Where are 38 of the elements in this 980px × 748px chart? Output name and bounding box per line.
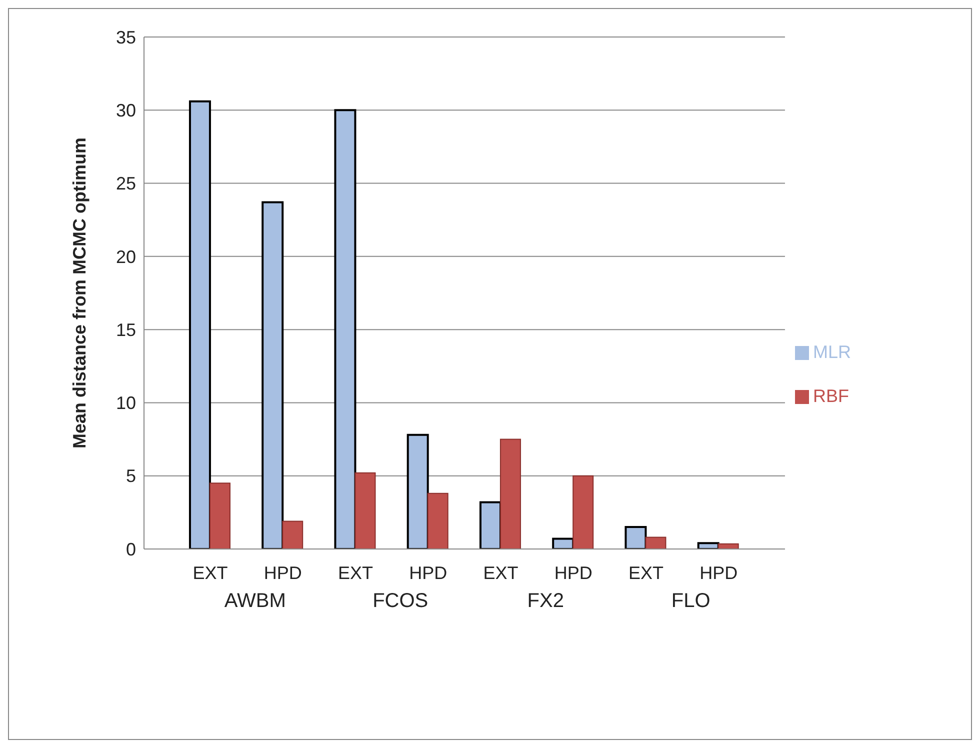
x-tick-label: EXT (192, 563, 228, 583)
bar (572, 475, 594, 549)
bar (209, 482, 230, 549)
y-tick-label: 20 (116, 246, 136, 267)
y-axis-title: Mean distance from MCMC optimum (69, 137, 90, 449)
x-tick-label: HPD (409, 563, 448, 583)
text: AWBM (224, 590, 286, 612)
y-tick-label: 30 (116, 100, 136, 121)
y-tick-label: 0 (126, 539, 136, 560)
legend-label: RBF (812, 386, 849, 406)
bar (697, 542, 720, 549)
text: FX2 (527, 590, 564, 612)
x-tick-label: EXT (628, 563, 664, 583)
y-tick-label: 35 (116, 27, 136, 48)
text: FLO (671, 590, 710, 612)
bar (406, 434, 429, 549)
bar (354, 472, 376, 549)
bar (718, 543, 739, 549)
bar (427, 492, 448, 549)
bar (624, 526, 647, 549)
bar (645, 536, 666, 549)
bar (282, 520, 304, 549)
y-tick-label: 10 (116, 393, 136, 414)
x-tick-label: EXT (483, 563, 518, 583)
y-tick-label: 15 (116, 320, 136, 340)
x-tick-label: HPD (554, 563, 592, 583)
x-tick-label: EXT (338, 563, 374, 583)
bar (500, 438, 521, 549)
bar (262, 201, 284, 549)
y-tick-label: 5 (126, 466, 136, 486)
legend-label: MLR (812, 342, 851, 362)
bar (334, 109, 356, 549)
x-tick-label: HPD (700, 563, 738, 583)
bar (188, 100, 211, 549)
x-tick-label: HPD (264, 563, 302, 583)
y-tick-label: 25 (116, 174, 136, 194)
text: FCOS (372, 590, 428, 612)
bar (479, 501, 502, 549)
